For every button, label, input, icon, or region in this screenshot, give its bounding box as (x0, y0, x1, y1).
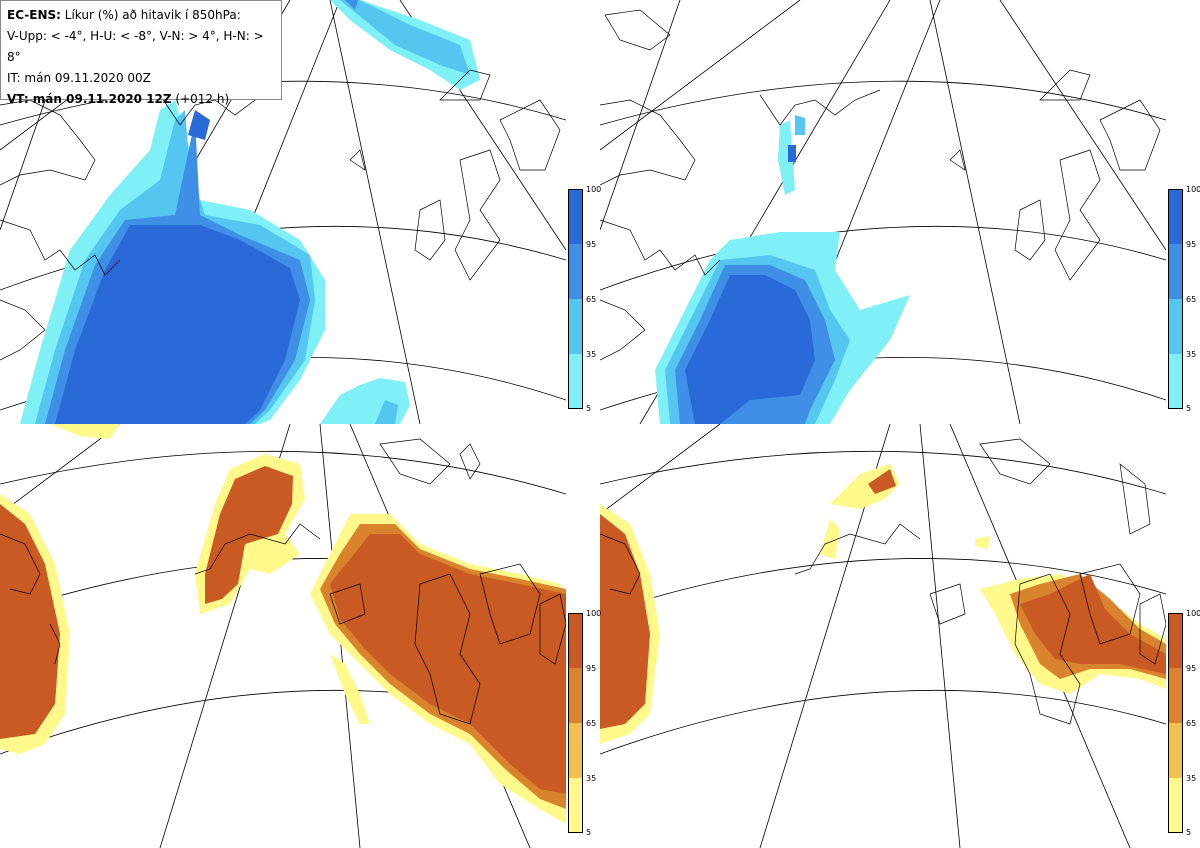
colorbar-frame (1168, 613, 1183, 833)
colorbar-tick: 65 (1186, 295, 1197, 304)
colorbar-blue-top-left: 100 95 65 35 5 (568, 185, 602, 413)
colorbar-tick: 35 (1186, 774, 1197, 783)
colorbar-segment (568, 778, 582, 833)
map-warm-8 (600, 424, 1166, 848)
colorbar-segment (568, 354, 582, 409)
map-panel-top-left (0, 0, 566, 424)
colorbar-orange-bottom-left: 100 95 65 35 5 (568, 609, 602, 837)
colorbar-frame (568, 613, 583, 833)
colorbar-tick: 5 (1186, 828, 1192, 837)
colorbar-frame (568, 189, 583, 409)
colorbar-tick: 5 (586, 828, 592, 837)
colorbar-tick: 35 (1186, 350, 1197, 359)
colorbar-tick: 5 (586, 404, 592, 413)
colorbar-tick: 100 (586, 609, 602, 618)
colorbar-tick: 100 (1186, 609, 1200, 618)
colorbar-blue-top-right: 100 95 65 35 5 (1168, 185, 1200, 413)
info-lead-time: (+012 h) (171, 92, 230, 106)
colorbar-tick: 100 (1186, 185, 1200, 194)
map-panel-bottom-right (600, 424, 1166, 848)
colorbar-segment (568, 668, 582, 723)
colorbar-tick: 95 (1186, 664, 1197, 673)
info-title: EC-ENS: (7, 8, 61, 22)
colorbar-segment (1168, 244, 1182, 299)
map-panel-bottom-left (0, 424, 566, 848)
colorbar-segment (1168, 189, 1182, 244)
colorbar-segment (1168, 613, 1182, 668)
colorbar-tick: 5 (1186, 404, 1192, 413)
colorbar-segment (1168, 668, 1182, 723)
map-cold-8 (600, 0, 1166, 424)
colorbar-tick: 65 (586, 295, 597, 304)
colorbar-segment (568, 244, 582, 299)
colorbar-tick: 35 (586, 350, 597, 359)
forecast-info-box: EC-ENS: Líkur (%) að hitavik í 850hPa: V… (0, 0, 282, 106)
info-thresholds: V-Upp: < -4°, H-U: < -8°, V-N: > 4°, H-N… (7, 29, 264, 64)
colorbar-segment (1168, 723, 1182, 778)
colorbar-segment (568, 299, 582, 354)
colorbar-tick: 100 (586, 185, 602, 194)
probability-field-orange (600, 464, 1166, 744)
colorbar-segment (1168, 778, 1182, 833)
colorbar-tick: 95 (586, 240, 597, 249)
colorbar-segment (1168, 299, 1182, 354)
colorbar-segment (1168, 354, 1182, 409)
colorbar-tick: 65 (586, 719, 597, 728)
colorbar-tick: 95 (586, 664, 597, 673)
probability-field-blue (20, 0, 480, 424)
colorbar-segment (568, 613, 582, 668)
probability-field-blue (655, 115, 910, 424)
colorbar-tick: 35 (586, 774, 597, 783)
colorbar-frame (1168, 189, 1183, 409)
map-warm-4 (0, 424, 566, 848)
colorbar-tick: 65 (1186, 719, 1197, 728)
colorbar-tick: 95 (1186, 240, 1197, 249)
info-subtitle: Líkur (%) að hitavik í 850hPa: (60, 8, 241, 22)
colorbar-orange-bottom-right: 100 95 65 35 5 (1168, 609, 1200, 837)
colorbar-segment (568, 723, 582, 778)
colorbar-segment (568, 189, 582, 244)
map-panel-top-right (600, 0, 1166, 424)
info-init-time: IT: mán 09.11.2020 00Z (7, 71, 151, 85)
map-cold-4 (0, 0, 566, 424)
info-valid-time: VT: mán 09.11.2020 12Z (7, 92, 172, 106)
probability-field-orange (0, 424, 566, 824)
